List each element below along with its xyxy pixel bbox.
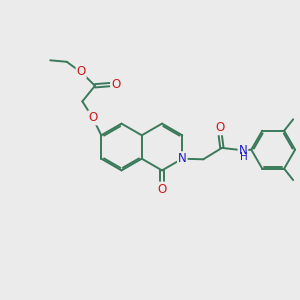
Text: O: O [111,78,120,91]
Text: O: O [215,121,225,134]
Text: O: O [158,182,167,196]
Text: N: N [238,144,247,157]
Text: O: O [88,111,98,124]
Text: N: N [178,152,187,165]
Text: H: H [240,152,248,162]
Text: O: O [76,65,86,78]
